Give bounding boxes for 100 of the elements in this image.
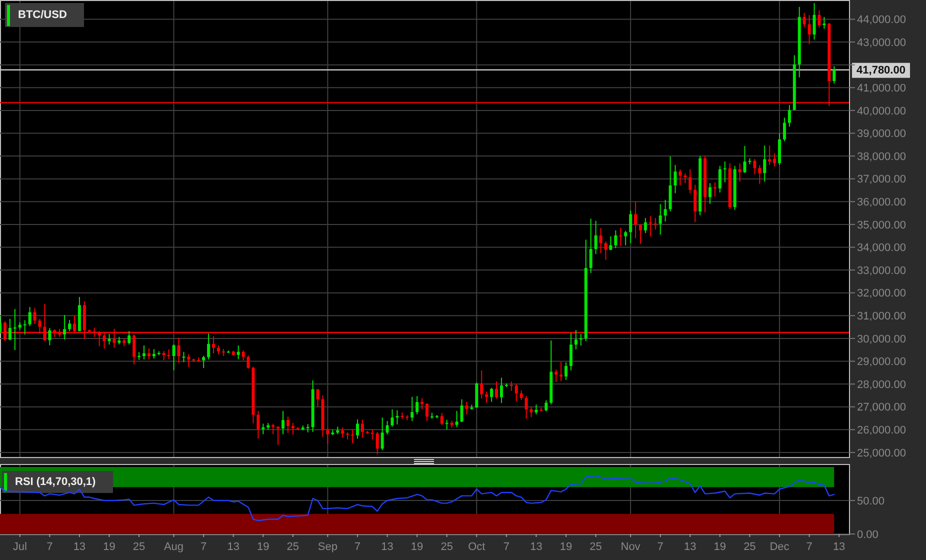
candlestick: [524, 395, 528, 420]
candlestick: [802, 12, 806, 28]
candlestick: [664, 199, 667, 222]
candlestick: [202, 355, 206, 369]
x-tick-label: Aug: [164, 540, 184, 553]
x-tick-label: Jul: [12, 540, 27, 553]
x-tick-label: 7: [354, 540, 361, 553]
candlestick: [822, 16, 826, 30]
x-tick-label: 7: [503, 540, 510, 553]
candlestick: [534, 404, 538, 415]
candlestick: [485, 391, 488, 404]
candlestick: [410, 396, 414, 422]
candlestick: [544, 400, 548, 412]
y-tick-label: 0.00: [857, 528, 878, 541]
candlestick: [619, 227, 622, 247]
candlestick: [172, 344, 176, 371]
candlestick: [832, 66, 836, 84]
x-tick-label: 7: [806, 540, 812, 553]
candlestick: [569, 332, 572, 371]
x-tick-label: 13: [381, 540, 394, 553]
candlestick: [638, 224, 642, 244]
candlestick: [818, 10, 821, 28]
y-tick-label: 26,000.00: [857, 424, 906, 437]
candlestick: [530, 406, 533, 418]
x-tick-label: 25: [286, 540, 300, 553]
y-tick-label: 32,000.00: [857, 288, 906, 300]
y-tick-label: 31,000.00: [857, 310, 906, 323]
candlestick: [629, 210, 632, 244]
candlestick: [68, 319, 72, 332]
candlestick: [480, 370, 484, 400]
candlestick: [768, 145, 772, 166]
candlestick: [778, 132, 782, 166]
candlestick: [370, 428, 374, 440]
candlestick: [514, 384, 518, 402]
ref-line-label: 41,780.00: [856, 64, 906, 77]
candlestick: [167, 348, 170, 360]
x-tick-label: Oct: [468, 540, 486, 553]
candlestick: [599, 228, 602, 254]
candlestick: [564, 362, 568, 380]
candlestick: [589, 218, 592, 274]
x-tick-label: Sep: [318, 540, 338, 553]
candlestick: [420, 398, 424, 410]
candlestick: [33, 307, 36, 324]
candlestick: [510, 381, 513, 392]
candlestick: [138, 352, 141, 360]
candlestick: [594, 220, 598, 255]
candlestick: [718, 165, 722, 194]
x-tick-label: 25: [132, 540, 146, 553]
x-tick-label: 25: [440, 540, 453, 553]
candlestick: [445, 419, 448, 430]
x-tick-label: 7: [200, 540, 207, 553]
x-tick-label: 7: [46, 540, 53, 553]
candlestick: [63, 314, 66, 340]
y-tick-label: 29,000.00: [857, 356, 906, 368]
candlestick: [306, 424, 310, 433]
x-tick-label: 13: [73, 540, 86, 553]
candlestick: [668, 156, 672, 212]
x-tick-label: 7: [657, 540, 664, 553]
candlestick: [609, 236, 612, 251]
candlestick: [554, 368, 558, 382]
y-tick-label: 38,000.00: [857, 150, 906, 163]
candlestick: [520, 390, 523, 400]
y-tick-label: 33,000.00: [857, 264, 906, 277]
candlestick: [242, 350, 245, 361]
candlestick: [495, 380, 498, 400]
candlestick: [604, 241, 608, 260]
candlestick: [684, 173, 687, 184]
candlestick: [396, 410, 399, 425]
candlestick: [162, 350, 166, 361]
candlestick: [376, 431, 379, 455]
y-tick-label: 36,000.00: [857, 196, 906, 209]
candlestick: [688, 168, 692, 194]
x-tick-label: 25: [744, 540, 756, 553]
candlestick: [465, 401, 468, 415]
y-tick-label: 41,000.00: [857, 82, 906, 95]
candlestick: [390, 408, 394, 428]
candlestick: [560, 361, 563, 382]
y-tick-label: 28,000.00: [857, 378, 906, 391]
candlestick: [812, 2, 816, 40]
candlestick: [460, 398, 464, 423]
candlestick: [773, 152, 776, 168]
candlestick: [282, 410, 285, 435]
y-tick-label: 25,000.00: [857, 447, 906, 460]
candlestick: [177, 337, 180, 364]
candlestick: [286, 416, 290, 434]
candlestick: [212, 336, 216, 354]
candlestick: [386, 420, 389, 435]
candlestick: [574, 330, 578, 350]
text: BTC/USD: [18, 9, 67, 21]
candlestick: [132, 334, 136, 365]
candlestick: [788, 104, 791, 128]
x-tick-label: 13: [832, 540, 846, 553]
text: RSI (14,70,30,1): [15, 476, 96, 488]
candlestick: [426, 402, 428, 422]
candlestick: [316, 388, 320, 408]
candlestick: [644, 218, 647, 234]
candlestick: [8, 318, 12, 341]
x-tick-label: 13: [684, 540, 696, 553]
y-tick-label: 50.00: [857, 495, 885, 508]
y-tick-label: 34,000.00: [857, 242, 906, 254]
